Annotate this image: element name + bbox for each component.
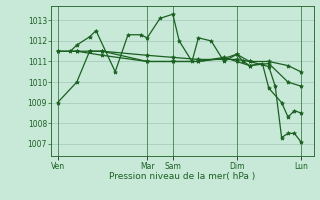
X-axis label: Pression niveau de la mer( hPa ): Pression niveau de la mer( hPa ) — [109, 172, 256, 181]
